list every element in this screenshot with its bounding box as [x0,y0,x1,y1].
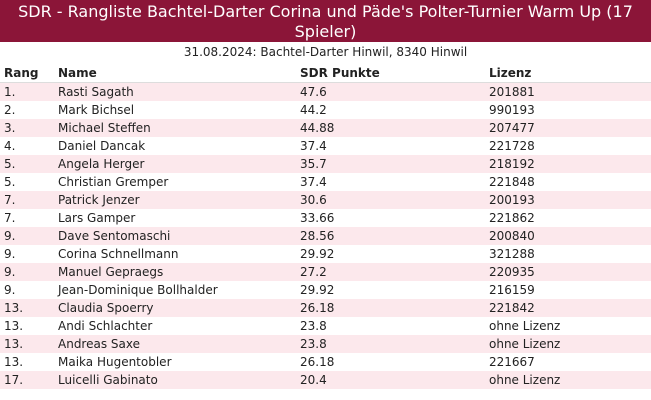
license-cell: 218192 [485,155,651,173]
sdr-points-cell: 44.88 [296,119,485,137]
table-row: 9. Corina Schnellmann 29.92 321288 [0,245,651,263]
rank-cell: 4. [0,137,54,155]
license-cell: 321288 [485,245,651,263]
sdr-points-cell: 30.6 [296,191,485,209]
license-cell: 221848 [485,173,651,191]
rank-cell: 5. [0,155,54,173]
table-row: 9. Dave Sentomaschi 28.56 200840 [0,227,651,245]
player-name-cell: Rasti Sagath [54,82,296,101]
player-name-cell: Lars Gamper [54,209,296,227]
sdr-points-cell: 23.8 [296,335,485,353]
table-row: 2. Mark Bichsel 44.2 990193 [0,101,651,119]
license-cell: ohne Lizenz [485,335,651,353]
player-name-cell: Jean-Dominique Bollhalder [54,281,296,299]
table-row: 5. Christian Gremper 37.4 221848 [0,173,651,191]
player-name-cell: Mark Bichsel [54,101,296,119]
table-row: 5. Angela Herger 35.7 218192 [0,155,651,173]
rank-cell: 13. [0,335,54,353]
sdr-points-cell: 26.18 [296,299,485,317]
sdr-points-cell: 20.4 [296,371,485,389]
rank-cell: 2. [0,101,54,119]
column-header-name: Name [54,64,296,83]
rank-cell: 3. [0,119,54,137]
table-row: 13. Maika Hugentobler 26.18 221667 [0,353,651,371]
license-cell: 201881 [485,82,651,101]
license-cell: 220935 [485,263,651,281]
rank-cell: 7. [0,209,54,227]
license-cell: 221862 [485,209,651,227]
player-name-cell: Corina Schnellmann [54,245,296,263]
table-row: 9. Manuel Gepraegs 27.2 220935 [0,263,651,281]
rank-cell: 9. [0,281,54,299]
sdr-points-cell: 23.8 [296,317,485,335]
license-cell: 207477 [485,119,651,137]
player-name-cell: Christian Gremper [54,173,296,191]
table-header-row: Rang Name SDR Punkte Lizenz [0,64,651,83]
table-row: 13. Andi Schlachter 23.8 ohne Lizenz [0,317,651,335]
sdr-points-cell: 33.66 [296,209,485,227]
player-name-cell: Michael Steffen [54,119,296,137]
page-title: SDR - Rangliste Bachtel-Darter Corina un… [0,0,651,42]
rank-cell: 9. [0,227,54,245]
ranking-table: Rang Name SDR Punkte Lizenz 1. Rasti Saga… [0,64,651,389]
table-row: 4. Daniel Dancak 37.4 221728 [0,137,651,155]
table-row: 13. Claudia Spoerry 26.18 221842 [0,299,651,317]
player-name-cell: Manuel Gepraegs [54,263,296,281]
column-header-rank: Rang [0,64,54,83]
sdr-points-cell: 29.92 [296,281,485,299]
table-row: 1. Rasti Sagath 47.6 201881 [0,82,651,101]
sdr-points-cell: 35.7 [296,155,485,173]
table-row: 7. Patrick Jenzer 30.6 200193 [0,191,651,209]
event-subtitle: 31.08.2024: Bachtel-Darter Hinwil, 8340 … [183,45,468,59]
table-row: 7. Lars Gamper 33.66 221862 [0,209,651,227]
license-cell: 216159 [485,281,651,299]
sdr-points-cell: 29.92 [296,245,485,263]
player-name-cell: Claudia Spoerry [54,299,296,317]
license-cell: 990193 [485,101,651,119]
rank-cell: 1. [0,82,54,101]
rank-cell: 7. [0,191,54,209]
rank-cell: 5. [0,173,54,191]
sdr-points-cell: 28.56 [296,227,485,245]
rank-cell: 9. [0,263,54,281]
table-row: 13. Andreas Saxe 23.8 ohne Lizenz [0,335,651,353]
rank-cell: 9. [0,245,54,263]
sdr-points-cell: 44.2 [296,101,485,119]
license-cell: 200193 [485,191,651,209]
table-row: 3. Michael Steffen 44.88 207477 [0,119,651,137]
sdr-points-cell: 26.18 [296,353,485,371]
license-cell: ohne Lizenz [485,317,651,335]
sdr-points-cell: 47.6 [296,82,485,101]
player-name-cell: Maika Hugentobler [54,353,296,371]
license-cell: 221728 [485,137,651,155]
column-header-license: Lizenz [485,64,651,83]
license-cell: 221667 [485,353,651,371]
table-row: 9. Jean-Dominique Bollhalder 29.92 216159 [0,281,651,299]
table-row: 17. Luicelli Gabinato 20.4 ohne Lizenz [0,371,651,389]
license-cell: 221842 [485,299,651,317]
player-name-cell: Andreas Saxe [54,335,296,353]
sdr-points-cell: 37.4 [296,137,485,155]
license-cell: ohne Lizenz [485,371,651,389]
player-name-cell: Patrick Jenzer [54,191,296,209]
sdr-points-cell: 37.4 [296,173,485,191]
license-cell: 200840 [485,227,651,245]
player-name-cell: Luicelli Gabinato [54,371,296,389]
rank-cell: 13. [0,299,54,317]
rank-cell: 13. [0,317,54,335]
rank-cell: 17. [0,371,54,389]
player-name-cell: Dave Sentomaschi [54,227,296,245]
player-name-cell: Daniel Dancak [54,137,296,155]
column-header-points: SDR Punkte [296,64,485,83]
player-name-cell: Andi Schlachter [54,317,296,335]
rank-cell: 13. [0,353,54,371]
sdr-points-cell: 27.2 [296,263,485,281]
player-name-cell: Angela Herger [54,155,296,173]
